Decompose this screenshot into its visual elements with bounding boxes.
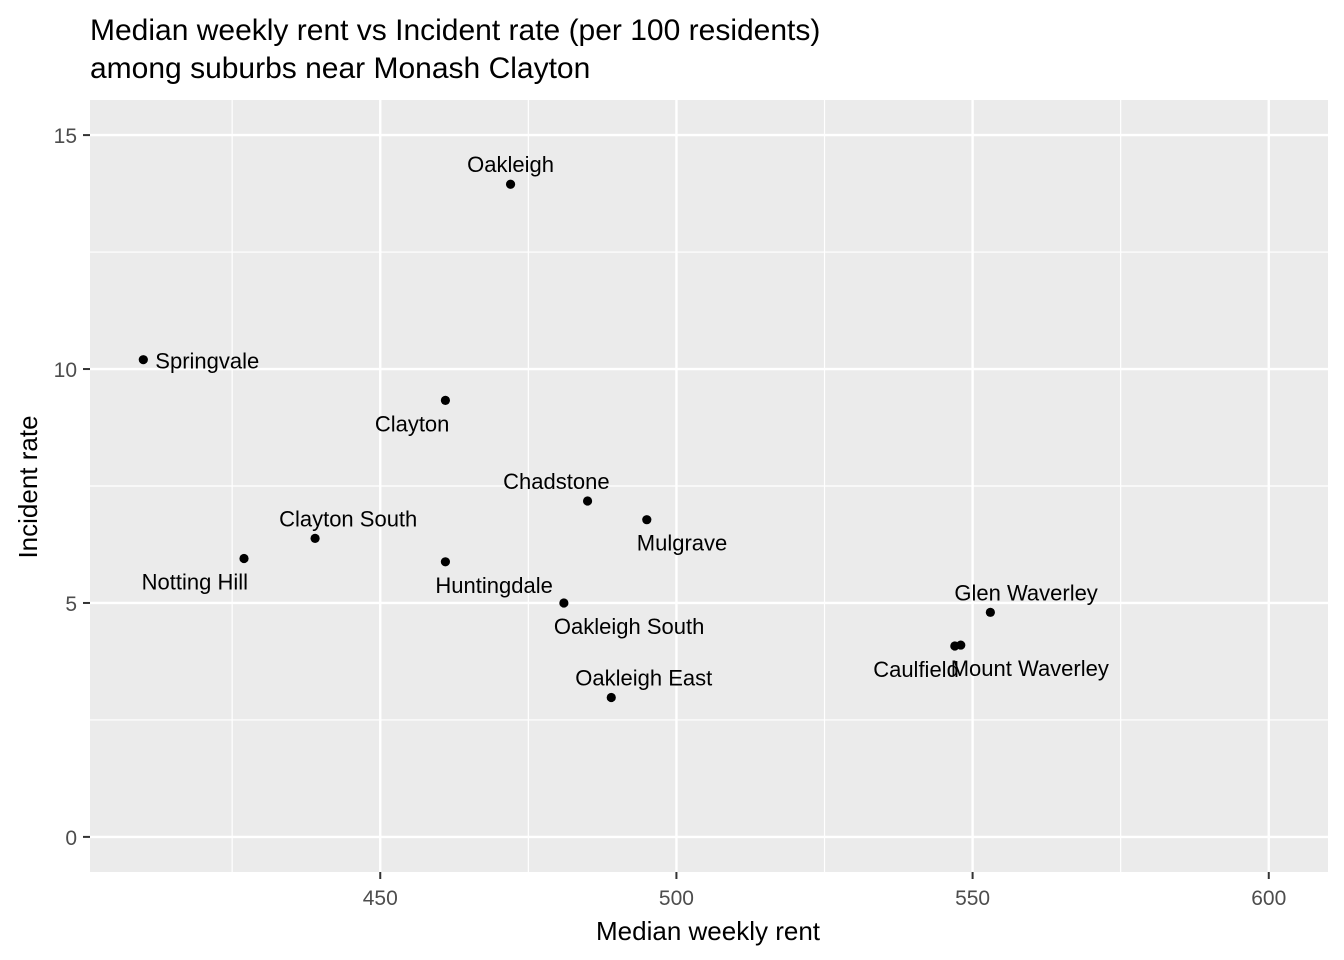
grid-minor [90,100,1328,872]
point-label: Mulgrave [637,531,727,556]
data-point [606,692,616,703]
data-point [440,557,451,567]
x-axis-title: Median weekly rent [596,916,821,946]
point-label: Clayton South [279,506,417,531]
x-tick-label: 600 [1251,887,1286,910]
y-tick-label: 15 [54,125,77,148]
chart-title: Median weekly rent vs Incident rate (per… [90,14,820,47]
x-axis: 450 500 550 600 [363,872,1286,910]
y-axis: 0 5 10 15 [54,125,90,850]
point-label: Springvale [155,349,259,374]
x-tick-label: 500 [659,887,694,910]
data-point [985,607,995,617]
point-label: Notting Hill [142,570,248,595]
point-label: Oakleigh South [554,614,704,639]
point-label: Oakleigh [467,152,554,177]
chart-subtitle: among suburbs near Monash Clayton [90,52,590,85]
point-label: Glen Waverley [954,580,1097,605]
point-label: Chadstone [503,469,609,494]
y-axis-title: Incident rate [13,415,43,558]
point-label: Mount Waverley [951,656,1109,681]
point-label: Huntingdale [435,573,552,598]
y-tick-label: 5 [65,593,77,616]
point-label: Oakleigh East [575,665,712,690]
data-point [138,355,148,365]
point-labels: Oakleigh Springvale Clayton Chadstone Mulgra… [142,152,1109,690]
data-point [559,598,569,608]
data-point [239,553,249,564]
data-point [310,533,320,544]
data-point [505,179,516,189]
data-points [138,179,995,703]
x-tick-label: 550 [955,887,990,910]
data-point [642,515,652,525]
y-tick-label: 0 [65,827,77,850]
grid-major [90,100,1328,872]
data-point [950,641,960,651]
y-tick-label: 10 [54,359,77,382]
point-label: Caulfield [873,657,959,682]
data-point [582,496,593,506]
x-tick-label: 450 [363,887,398,910]
data-point [440,395,451,405]
point-label: Clayton [375,411,450,436]
